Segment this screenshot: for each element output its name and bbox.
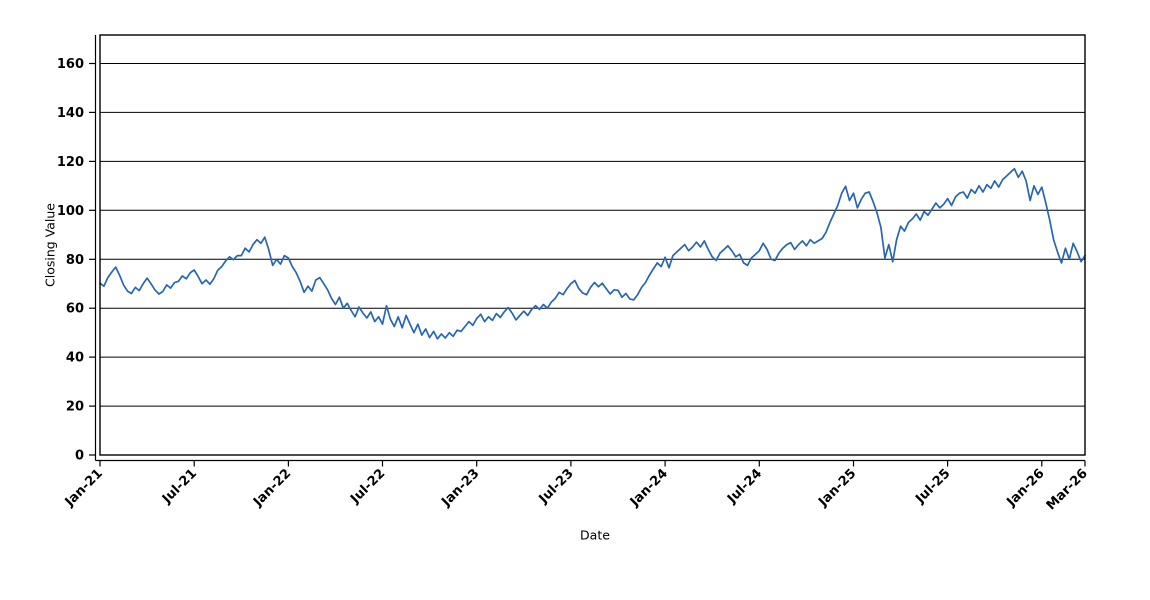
y-tick-label: 100 (57, 204, 84, 219)
y-axis-title: Closing Value (42, 203, 58, 287)
x-tick-label: Jul-23 (536, 466, 577, 507)
x-tick-label: Jul-22 (347, 466, 388, 507)
y-tick-label: 40 (66, 351, 84, 366)
closing-value-series (99, 167, 1086, 340)
x-tick-label: Jul-25 (912, 466, 953, 507)
y-tick-label: 60 (66, 302, 84, 317)
x-tick-label: Jan-21 (62, 466, 106, 510)
x-tick-label: Jul-24 (724, 466, 765, 507)
x-axis-title: Date (580, 527, 610, 543)
y-tick-label: 0 (75, 449, 84, 464)
y-tick-label: 120 (57, 155, 84, 170)
plot-border (99, 34, 1086, 456)
y-tick-label: 20 (66, 400, 84, 415)
plot-area (100, 35, 1085, 455)
x-tick-label: Jan-23 (438, 466, 482, 510)
x-tick-label: Jan-22 (250, 466, 294, 510)
x-tick-label: Jan-24 (627, 466, 671, 510)
x-tick-label: Jan-25 (815, 466, 859, 510)
y-tick-label: 160 (57, 57, 84, 72)
x-tick-label: Mar-26 (1044, 466, 1091, 513)
x-tick-label: Jul-21 (159, 466, 200, 507)
y-tick-label: 140 (57, 106, 84, 121)
y-tick-label: 80 (66, 253, 84, 268)
x-tick-label: Jan-26 (1004, 466, 1048, 510)
